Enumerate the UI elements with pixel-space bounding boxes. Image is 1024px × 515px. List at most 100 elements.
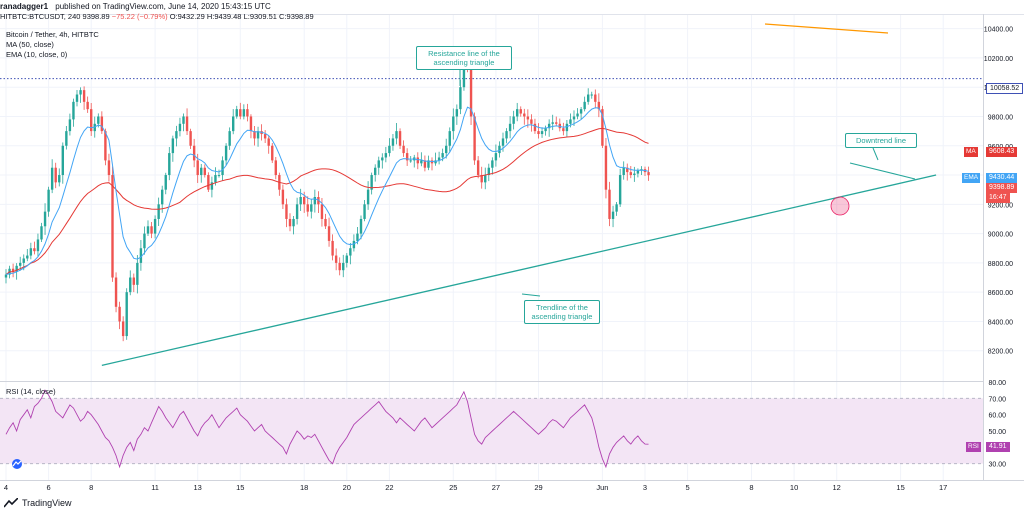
candle-body	[281, 189, 285, 205]
symbol-line: HITBTC:BTCUSDT, 240	[0, 12, 81, 21]
price-tick-label: 10200.00	[984, 56, 1013, 63]
time-tick-label: 4	[4, 483, 8, 492]
candle-body	[480, 175, 483, 183]
candle-body	[104, 131, 107, 161]
footer-brand[interactable]: TradingView	[22, 498, 72, 508]
candle-body	[647, 172, 650, 176]
candle-body	[469, 65, 473, 117]
candle-body	[384, 153, 388, 158]
candle-body	[395, 131, 398, 139]
candle-body	[217, 175, 221, 177]
candle-body	[232, 116, 235, 132]
tradingview-logo-icon	[4, 498, 18, 508]
candle-body	[132, 277, 135, 285]
candle-body	[608, 189, 611, 219]
candle-body	[636, 170, 640, 174]
candle-body	[569, 119, 572, 124]
downtrend-annotation: Downtrend line	[845, 133, 917, 148]
last-price: 9398.89	[82, 12, 110, 21]
candle-body	[246, 109, 249, 117]
candle-body	[626, 167, 629, 173]
candle-body	[448, 131, 451, 146]
time-tick-label: 18	[300, 483, 308, 492]
candle-body	[161, 189, 164, 205]
candle-body	[342, 262, 345, 271]
downtrend-segment	[849, 162, 916, 180]
candle-body	[547, 123, 551, 129]
candle-body	[462, 57, 466, 88]
candle-body	[221, 160, 224, 176]
rsi-tick-label: 80.00	[988, 380, 1006, 387]
time-tick-label: 22	[385, 483, 393, 492]
time-tick-label: 11	[151, 483, 159, 492]
ma-path	[5, 127, 649, 275]
candle-body	[285, 204, 288, 219]
candle-body	[356, 233, 359, 241]
candle-body	[26, 255, 29, 259]
time-tick-label: 8	[749, 483, 753, 492]
candle-body	[171, 138, 175, 154]
candle-body	[615, 204, 618, 212]
candle-body	[207, 175, 210, 190]
candle-body	[501, 138, 505, 146]
candle-body	[178, 123, 182, 132]
candle-body	[271, 145, 274, 161]
candle-body	[175, 131, 178, 139]
time-axis-labels: 4 6 8 11 13 15 18 20 22 25 27 29 Jun 3 5 8 10 12 15 17	[4, 483, 947, 492]
candle-body	[459, 87, 462, 110]
price-tick-label: 8200.00	[988, 349, 1013, 356]
candle-body	[576, 113, 579, 117]
candle-body	[583, 101, 586, 110]
ma-badge-label: MA	[964, 147, 978, 157]
pane-divider	[0, 381, 983, 382]
downtrend-arrow	[872, 147, 879, 161]
candle-body	[551, 122, 554, 124]
candle-body	[455, 109, 459, 117]
chart-legend: Bitcoin / Tether, 4h, HITBTC MA (50, clo…	[6, 30, 99, 60]
candle-body	[61, 145, 64, 176]
candle-body	[200, 167, 203, 176]
candle-body	[618, 175, 622, 205]
trendline-annotation: Trendline of the ascending triangle	[524, 300, 600, 324]
candle-body	[146, 226, 150, 234]
candle-body	[196, 160, 199, 176]
candle-body	[36, 239, 40, 252]
ohlc-high: H:9439.48	[206, 12, 242, 21]
time-tick-label: 5	[686, 483, 690, 492]
candle-body	[374, 167, 377, 176]
candle-body	[292, 218, 295, 227]
candle-body	[288, 218, 292, 227]
time-tick-label: 13	[194, 483, 202, 492]
user-name[interactable]: ranadagger1	[0, 2, 49, 11]
touch-point-circle	[830, 196, 850, 216]
price-tick-label: 9000.00	[988, 232, 1013, 239]
candle-body	[11, 268, 15, 272]
time-tick-label: 15	[896, 483, 904, 492]
candle-body	[388, 145, 391, 154]
trendline	[101, 174, 937, 366]
candle-body	[473, 116, 476, 161]
touch-circle	[830, 196, 850, 216]
time-tick-label: 15	[236, 483, 244, 492]
price-change: −75.22 (−0.79%)	[111, 12, 168, 21]
ohlc-low: L:9309.51	[243, 12, 277, 21]
candle-body	[516, 109, 519, 117]
candle-body	[416, 157, 419, 164]
candle-body	[537, 131, 540, 135]
candle-body	[508, 123, 512, 132]
publish-header: ranadagger1 published on TradingView.com…	[0, 0, 1024, 14]
candle-body	[530, 119, 533, 124]
rsi-tick-label: 30.00	[988, 462, 1006, 469]
candle-body	[224, 145, 228, 161]
ohlc-open: O:9432.29	[169, 12, 205, 21]
candle-body	[129, 277, 132, 293]
rsi-line	[5, 389, 649, 469]
candle-body	[47, 189, 50, 212]
candle-body	[303, 197, 306, 205]
candle-body	[526, 116, 530, 120]
candle-body	[242, 109, 246, 117]
candle-body	[622, 167, 625, 176]
candle-body	[256, 131, 260, 139]
